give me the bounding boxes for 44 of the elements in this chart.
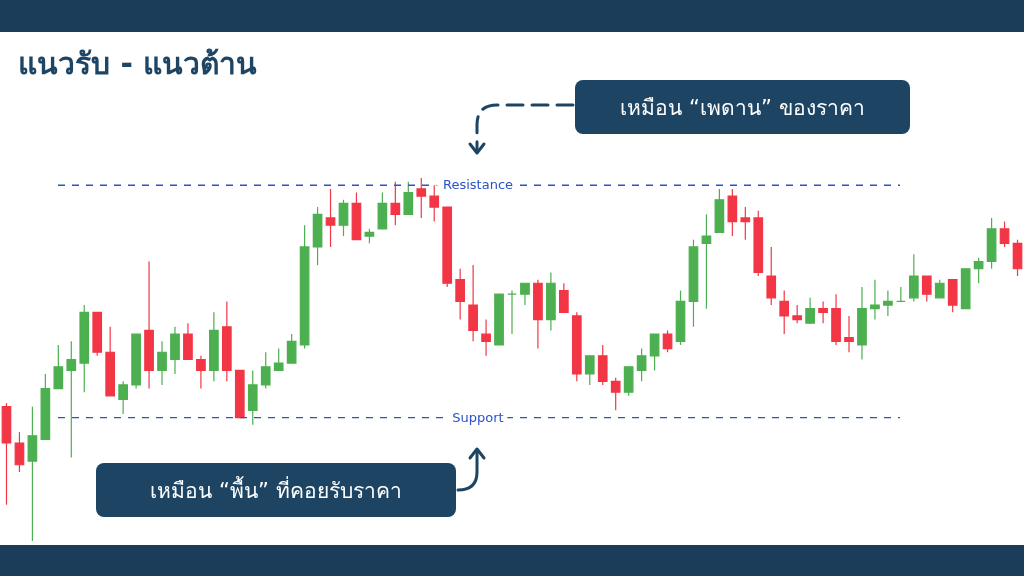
candlestick xyxy=(610,377,621,411)
candlestick xyxy=(286,333,297,364)
candlestick xyxy=(805,297,815,324)
candlestick xyxy=(792,304,803,324)
candlestick xyxy=(273,348,284,371)
candlestick xyxy=(390,181,401,226)
candlestick xyxy=(883,289,893,317)
candlestick xyxy=(636,348,647,382)
callout-box: เหมือน “เพดาน” ของราคา xyxy=(575,80,910,134)
candlestick xyxy=(455,268,465,321)
ref-line-label: Support xyxy=(452,409,504,425)
candlestick xyxy=(559,282,569,313)
candlestick xyxy=(260,351,271,390)
candlestick xyxy=(520,282,530,306)
candlestick xyxy=(53,344,64,390)
candlestick xyxy=(662,329,673,353)
candlestick xyxy=(338,199,349,237)
candlestick xyxy=(973,257,984,284)
candlestick xyxy=(766,246,777,306)
candlestick xyxy=(844,315,854,353)
candlestick xyxy=(403,181,414,215)
candlestick xyxy=(14,431,25,473)
candlestick xyxy=(196,355,206,390)
callout-box: เหมือน “พื้น” ที่คอยรับราคา xyxy=(96,463,456,517)
candlestick xyxy=(999,220,1010,248)
candlestick xyxy=(66,340,77,459)
candlestick xyxy=(870,279,880,321)
candlestick xyxy=(908,253,919,303)
ref-line-label: Resistance xyxy=(442,177,514,193)
candlestick xyxy=(779,289,790,335)
candlestick xyxy=(701,213,712,310)
candlestick xyxy=(429,184,440,223)
candlestick xyxy=(157,340,167,386)
candlestick xyxy=(481,318,491,357)
candlestick xyxy=(649,333,660,371)
candlestick xyxy=(416,177,427,219)
candlestick xyxy=(584,355,595,386)
candlestick xyxy=(118,380,128,415)
candlestick xyxy=(740,206,751,241)
candlestick xyxy=(325,188,336,248)
candlestick xyxy=(934,279,945,299)
chart-title: แนวรับ - แนวต้าน xyxy=(18,45,258,83)
candlestick xyxy=(921,275,932,303)
candlestick xyxy=(818,300,828,324)
